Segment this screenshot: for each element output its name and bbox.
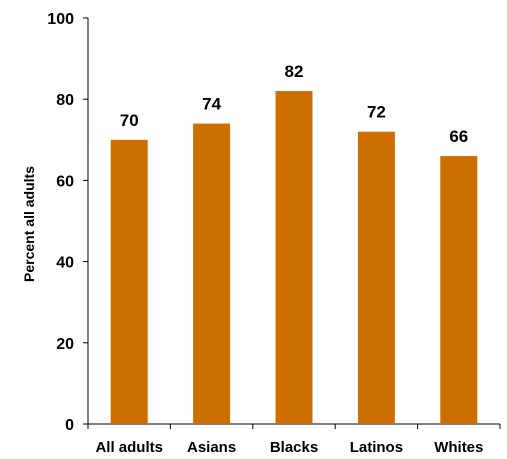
data-label: 66 xyxy=(449,127,468,146)
y-axis-label: Percent all adults xyxy=(21,166,37,282)
data-label: 74 xyxy=(202,95,221,114)
axes: 0 20 40 60 80 100 xyxy=(47,11,501,434)
y-tick-label: 20 xyxy=(56,336,74,353)
category-label: Asians xyxy=(187,439,236,456)
category-label: Whites xyxy=(434,439,483,456)
y-tick-label: 80 xyxy=(56,92,74,109)
bar xyxy=(440,156,478,425)
bars xyxy=(110,91,478,425)
labels: 70 All adults 74 Asians 82 Blacks 72 Latinos 66 W… xyxy=(95,62,483,456)
data-label: 72 xyxy=(367,103,386,122)
data-label: 70 xyxy=(120,111,139,130)
y-tick-label: 0 xyxy=(65,417,74,434)
y-tick-label: 100 xyxy=(47,11,74,28)
bar xyxy=(193,123,231,424)
data-label: 82 xyxy=(285,62,304,81)
category-label: All adults xyxy=(95,439,163,456)
category-label: Latinos xyxy=(350,439,403,456)
category-label: Blacks xyxy=(270,439,318,456)
bar xyxy=(110,139,148,425)
bar xyxy=(357,131,395,424)
y-tick-label: 60 xyxy=(56,173,74,190)
bar xyxy=(275,91,313,424)
y-tick-label: 40 xyxy=(56,255,74,272)
